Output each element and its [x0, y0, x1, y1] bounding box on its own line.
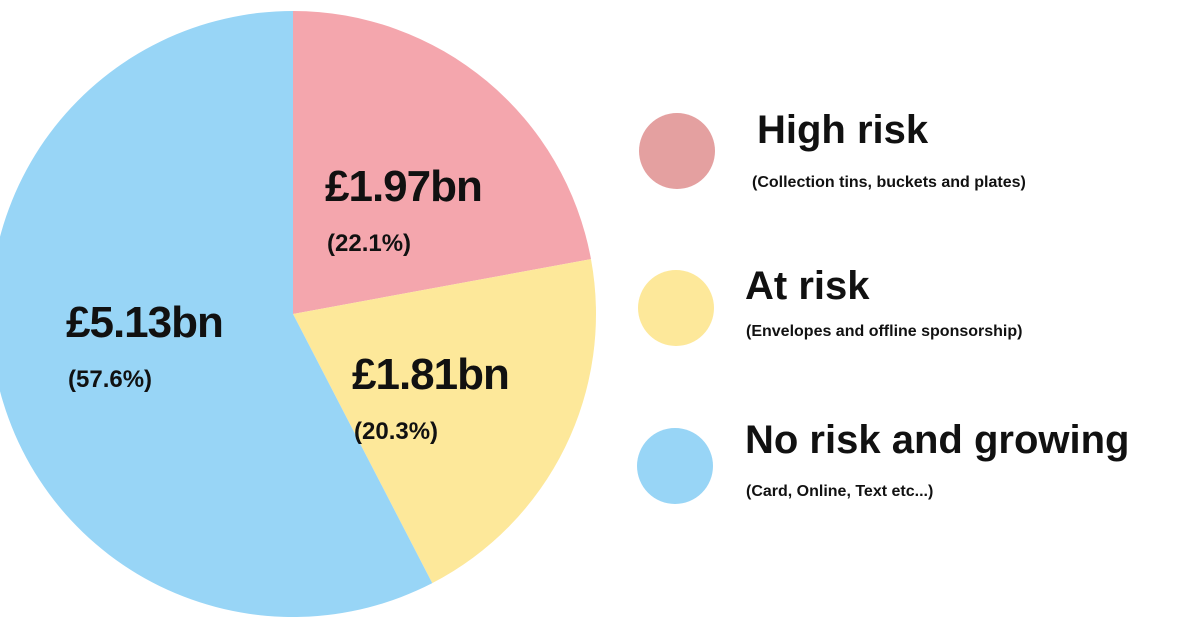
- legend-title-at-risk: At risk: [745, 264, 870, 308]
- slice-percent-label-high-risk: (22.1%): [327, 230, 412, 257]
- pie-slice-at-risk: [293, 259, 596, 584]
- slice-percent-label-no-risk: (57.6%): [68, 366, 153, 393]
- legend-swatch-at-risk: [638, 270, 714, 346]
- slice-value-label-at-risk: £1.81bn: [352, 350, 510, 399]
- pie-slice-no-risk: [0, 11, 433, 617]
- legend-swatch-high-risk: [639, 113, 715, 189]
- pie-slice-high-risk: [293, 11, 591, 314]
- legend-title-high-risk: High risk: [757, 108, 929, 152]
- legend-description-at-risk: (Envelopes and offline sponsorship): [746, 323, 1023, 340]
- legend-title-no-risk: No risk and growing: [745, 418, 1130, 462]
- legend-description-high-risk: (Collection tins, buckets and plates): [752, 174, 1026, 191]
- legend-description-no-risk: (Card, Online, Text etc...): [746, 483, 934, 500]
- slice-value-label-no-risk: £5.13bn: [66, 298, 224, 347]
- pie-chart: [0, 11, 596, 617]
- slice-value-label-high-risk: £1.97bn: [325, 162, 483, 211]
- legend-swatch-no-risk: [637, 428, 713, 504]
- slice-percent-label-at-risk: (20.3%): [354, 418, 439, 445]
